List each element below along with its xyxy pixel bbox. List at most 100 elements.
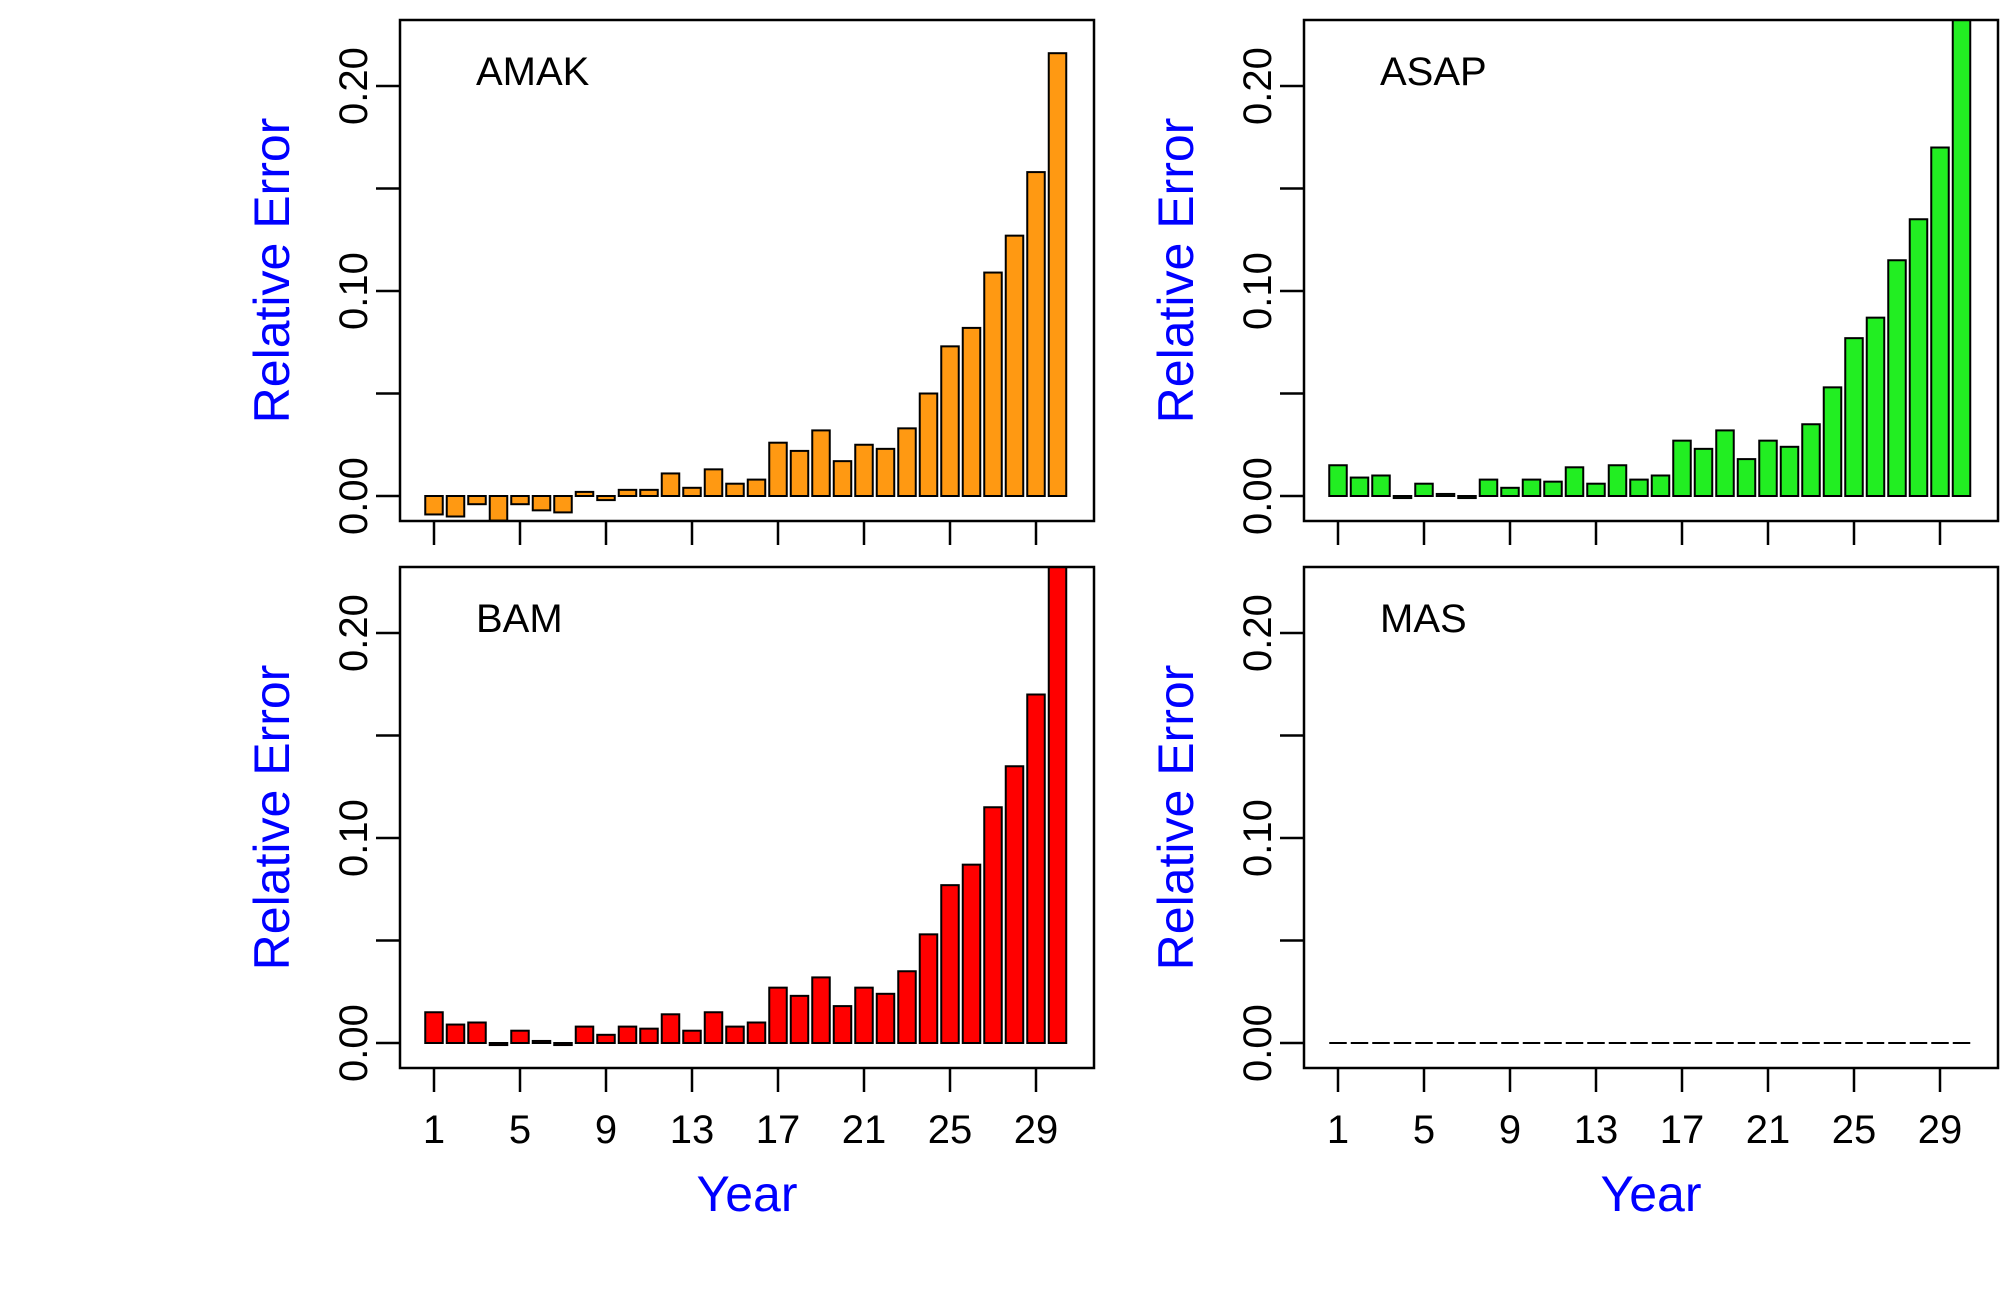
bar-asap-26 [1865, 316, 1886, 497]
y-tick-label: 0.10 [1236, 799, 1280, 877]
y-tick-label: 0.20 [1236, 594, 1280, 672]
x-tick-label: 21 [1746, 1108, 1791, 1152]
bar-bam-26 [961, 863, 982, 1045]
y-axis-title: Relative Error [1148, 665, 1204, 971]
bar-asap-8 [1478, 478, 1499, 498]
bar-asap-19 [1715, 429, 1735, 497]
panel-label: BAM [476, 597, 563, 641]
plot-frame [398, 18, 1096, 523]
x-tick-label: 29 [1014, 1108, 1059, 1152]
bar-amak-4 [488, 495, 509, 522]
y-axis-title: Relative Error [244, 665, 300, 971]
bar-amak-1 [424, 495, 444, 516]
y-tick-label: 0.00 [1236, 1004, 1280, 1082]
panel-label: AMAK [476, 50, 590, 94]
bar-asap-30 [1951, 19, 1972, 497]
bar-bam-3 [467, 1021, 487, 1044]
bar-asap-12 [1564, 466, 1585, 497]
bar-amak-9 [596, 495, 616, 502]
bar-bam-24 [918, 933, 939, 1044]
bar-asap-29 [1930, 146, 1950, 497]
x-tick-label: 17 [756, 1108, 801, 1152]
x-tick-label: 1 [1327, 1108, 1349, 1152]
bar-bam-18 [789, 994, 810, 1044]
x-tick-label: 9 [1499, 1108, 1521, 1152]
bar-asap-6 [1435, 492, 1456, 498]
bar-bam-8 [574, 1025, 595, 1044]
y-tick-label: 0.00 [332, 457, 376, 535]
bar-bam-29 [1026, 693, 1046, 1044]
bar-bam-13 [682, 1029, 702, 1044]
bar-asap-15 [1629, 478, 1649, 498]
bar-amak-27 [983, 271, 1003, 497]
bar-amak-6 [531, 495, 552, 512]
bar-bam-30 [1047, 566, 1068, 1044]
y-tick-label: 0.10 [332, 799, 376, 877]
plot-frame [1302, 18, 2000, 523]
x-tick-label: 1 [423, 1108, 445, 1152]
bar-amak-7 [553, 495, 573, 514]
x-tick-label: 25 [928, 1108, 973, 1152]
bar-bam-10 [617, 1025, 638, 1044]
bar-bam-14 [703, 1011, 724, 1044]
bar-asap-2 [1349, 476, 1370, 497]
bar-bam-11 [639, 1027, 659, 1045]
bar-bam-17 [768, 986, 788, 1045]
bar-amak-30 [1047, 52, 1068, 497]
bar-amak-20 [832, 460, 853, 497]
bar-bam-25 [940, 884, 960, 1045]
bar-asap-1 [1328, 464, 1348, 497]
y-tick-label: 0.10 [332, 252, 376, 330]
bar-amak-24 [918, 392, 939, 497]
bar-asap-16 [1650, 474, 1671, 497]
bar-bam-21 [854, 986, 874, 1045]
x-tick-label: 17 [1660, 1108, 1705, 1152]
plot-frame [398, 565, 1096, 1070]
plot-frame [1302, 565, 2000, 1070]
bar-amak-10 [617, 488, 638, 498]
y-axis-title: Relative Error [244, 118, 300, 424]
bar-amak-12 [660, 472, 681, 498]
bar-asap-9 [1500, 486, 1520, 497]
bar-bam-15 [725, 1025, 745, 1044]
bar-bam-4 [488, 1042, 509, 1047]
bar-asap-24 [1822, 386, 1843, 498]
x-tick-label: 25 [1832, 1108, 1877, 1152]
y-tick-label: 0.20 [332, 47, 376, 125]
bar-amak-21 [854, 443, 874, 497]
x-tick-label: 21 [842, 1108, 887, 1152]
bar-amak-17 [768, 441, 788, 498]
bar-amak-29 [1026, 171, 1046, 497]
y-tick-label: 0.00 [332, 1004, 376, 1082]
bar-bam-6 [531, 1039, 552, 1044]
bar-bam-2 [445, 1023, 466, 1045]
bar-bam-28 [1004, 765, 1025, 1044]
bar-amak-22 [875, 447, 896, 498]
bar-asap-10 [1521, 478, 1542, 498]
bar-asap-17 [1672, 439, 1692, 497]
bar-amak-3 [467, 495, 487, 506]
y-tick-label: 0.00 [1236, 457, 1280, 535]
bar-amak-18 [789, 449, 810, 497]
y-tick-label: 0.20 [332, 594, 376, 672]
bar-amak-28 [1004, 234, 1025, 497]
bar-amak-26 [961, 326, 982, 497]
panel-amak: 0.00 0.10 0.20 Relative Error AMAK [244, 18, 1096, 545]
bar-asap-27 [1887, 259, 1907, 497]
bar-bam-5 [510, 1029, 530, 1044]
x-tick-label: 13 [670, 1108, 715, 1152]
bar-amak-13 [682, 486, 702, 497]
x-axis-title: Year [1600, 1166, 1701, 1222]
x-tick-label: 5 [1413, 1108, 1435, 1152]
bar-bam-27 [983, 806, 1003, 1044]
x-tick-label: 5 [509, 1108, 531, 1152]
bar-bam-23 [897, 970, 917, 1044]
bar-amak-11 [639, 488, 659, 498]
bar-amak-8 [574, 490, 595, 497]
y-axis-title: Relative Error [1148, 118, 1204, 424]
bar-asap-23 [1801, 423, 1821, 497]
bar-amak-15 [725, 482, 745, 498]
bar-amak-16 [746, 478, 767, 498]
bar-asap-25 [1844, 337, 1864, 497]
